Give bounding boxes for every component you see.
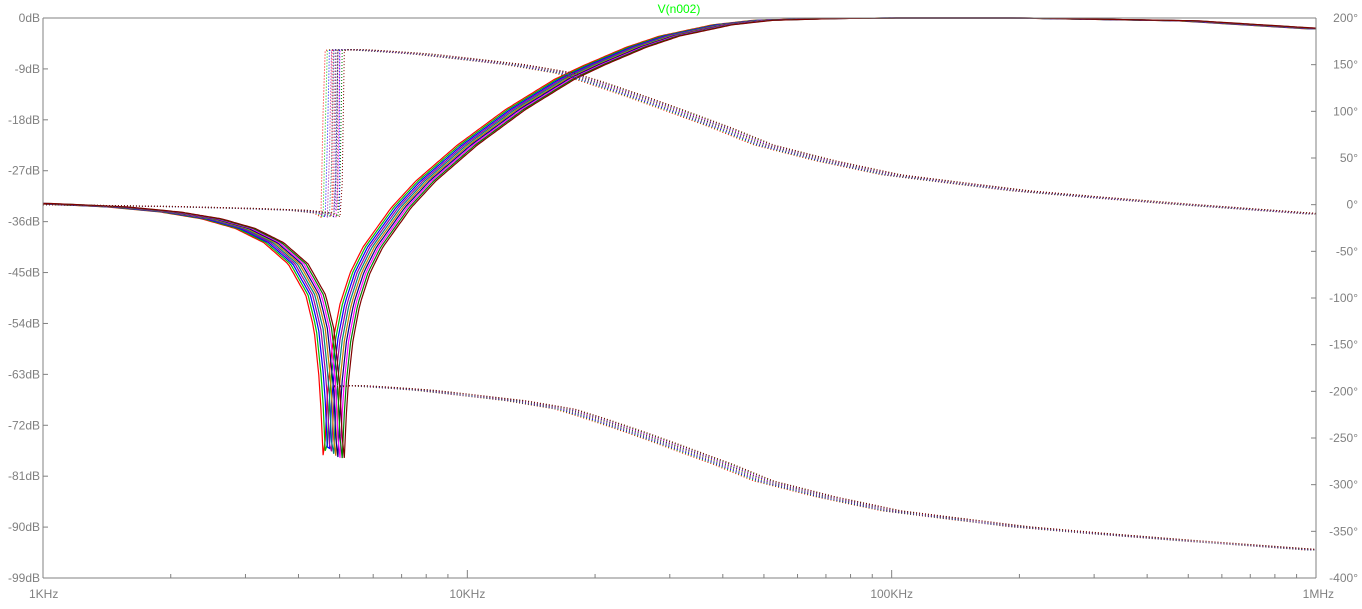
left-y-tick-label: -36dB xyxy=(8,215,40,229)
left-y-tick-label: -54dB xyxy=(8,316,40,330)
phase-trace-2-run-9 xyxy=(43,49,1317,218)
right-y-tick-label: -100° xyxy=(1329,291,1358,305)
right-y-tick-label: 100° xyxy=(1333,104,1358,118)
trace-group xyxy=(42,17,1317,551)
right-y-tick-label: -200° xyxy=(1329,384,1358,398)
right-y-tick-label: -400° xyxy=(1329,571,1358,585)
x-axis-ticks: 1KHz 10KHz 100KHz 1MHz xyxy=(29,570,1334,601)
right-y-axis-ticks: 200° 150° 100° 50° 0° -50° -100° -150° -200° -250… xyxy=(1311,11,1358,585)
right-y-tick-label: 200° xyxy=(1333,11,1358,25)
phase-trace-2-run-8 xyxy=(43,49,1317,218)
magnitude-trace-1-run-10 xyxy=(43,17,1317,458)
left-y-tick-label: -63dB xyxy=(8,367,40,381)
left-y-tick-label: -81dB xyxy=(8,469,40,483)
x-tick-label: 1KHz xyxy=(29,587,58,601)
x-tick-label: 1MHz xyxy=(1303,587,1334,601)
left-y-tick-label: -9dB xyxy=(15,62,40,76)
phase-trace-2-run-10 xyxy=(43,49,1317,218)
left-y-tick-label: -72dB xyxy=(8,418,40,432)
left-y-tick-label: -18dB xyxy=(8,113,40,127)
right-y-tick-label: -350° xyxy=(1329,524,1358,538)
x-tick-label: 100KHz xyxy=(870,587,913,601)
left-y-axis-ticks: 0dB -9dB -18dB -27dB -36dB -45dB -54dB -63dB -72… xyxy=(8,11,48,585)
right-y-tick-label: 50° xyxy=(1340,151,1358,165)
right-y-tick-label: -150° xyxy=(1329,338,1358,352)
left-y-tick-label: -99dB xyxy=(8,571,40,585)
x-tick-label: 10KHz xyxy=(449,587,485,601)
right-y-tick-label: -250° xyxy=(1329,431,1358,445)
left-y-tick-label: -45dB xyxy=(8,266,40,280)
left-y-tick-label: -27dB xyxy=(8,164,40,178)
right-y-tick-label: -300° xyxy=(1329,478,1358,492)
left-y-tick-label: -90dB xyxy=(8,520,40,534)
right-y-tick-label: -50° xyxy=(1336,244,1358,258)
minor-ticks xyxy=(170,574,1298,578)
left-y-tick-label: 0dB xyxy=(19,11,40,25)
phase-trace-2-run-6 xyxy=(43,49,1317,218)
phase-trace-2-run-7 xyxy=(43,49,1317,218)
right-y-tick-label: 0° xyxy=(1347,198,1359,212)
right-y-tick-label: 150° xyxy=(1333,58,1358,72)
phase-trace-3-run-10 xyxy=(334,385,1317,550)
trace-label[interactable]: V(n002) xyxy=(658,2,701,16)
